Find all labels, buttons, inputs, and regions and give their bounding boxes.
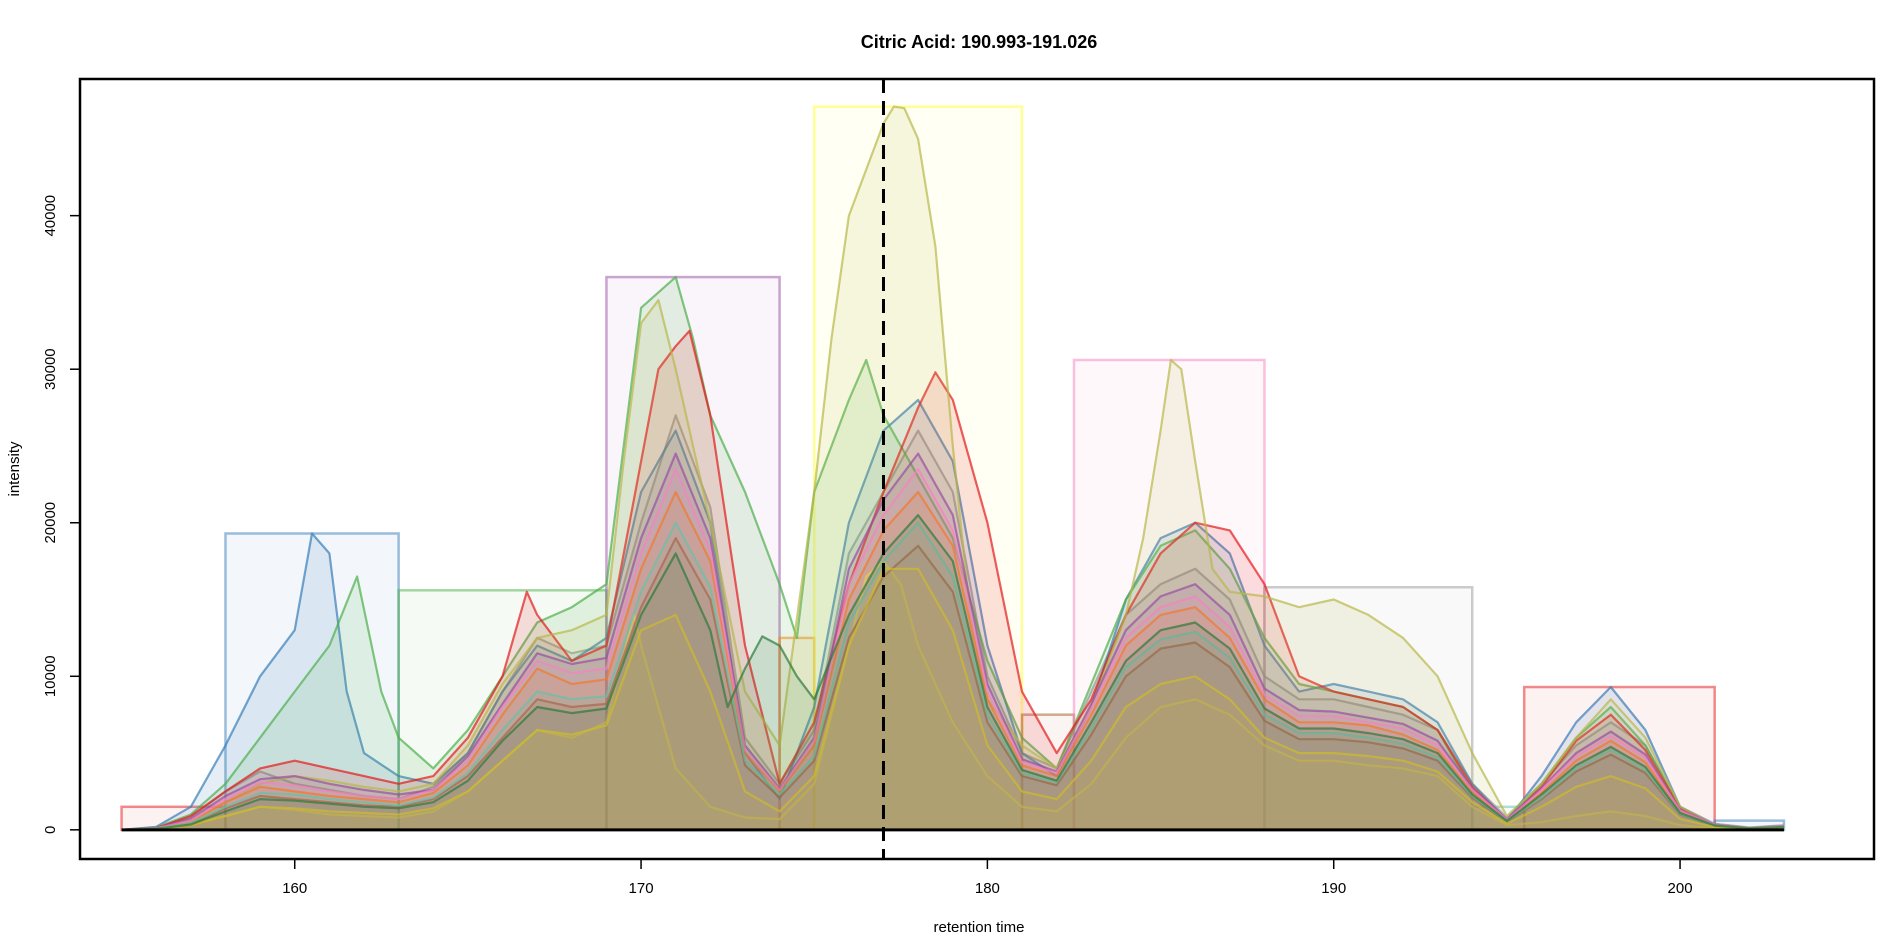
- x-tick-label: 160: [282, 880, 307, 897]
- y-tick-label: 10000: [42, 655, 59, 697]
- y-tick-label: 20000: [42, 502, 59, 544]
- x-tick-label: 180: [975, 880, 1000, 897]
- y-tick-label: 40000: [42, 195, 59, 237]
- trace-fill: [121, 106, 1785, 830]
- x-axis-label: retention time: [934, 919, 1025, 936]
- trace-fill: [121, 515, 1785, 830]
- trace-fill: [121, 453, 1785, 830]
- x-tick-label: 200: [1668, 880, 1693, 897]
- trace-fill: [121, 492, 1785, 830]
- chromatogram-traces: [121, 105, 1785, 832]
- trace-fill: [121, 561, 1785, 830]
- x-axis: 160 170 180 190 200: [282, 858, 1693, 897]
- y-axis: 0 10000 20000 30000 40000: [42, 195, 81, 834]
- trace-fill: [121, 568, 1785, 830]
- trace-line: [121, 567, 1785, 831]
- x-tick-label: 170: [629, 880, 654, 897]
- trace-fill: [121, 522, 1785, 830]
- trace-line: [121, 560, 1785, 831]
- x-tick-label: 190: [1321, 880, 1346, 897]
- chart-title: Citric Acid: 190.993-191.026: [861, 32, 1097, 52]
- trace-line: [121, 105, 1785, 831]
- y-tick-label: 30000: [42, 348, 59, 390]
- trace-line: [121, 514, 1785, 831]
- peak-region-box: [1072, 358, 1266, 832]
- y-tick-label: 0: [42, 826, 59, 834]
- y-axis-label: intensity: [6, 441, 23, 497]
- trace-fill: [121, 469, 1785, 830]
